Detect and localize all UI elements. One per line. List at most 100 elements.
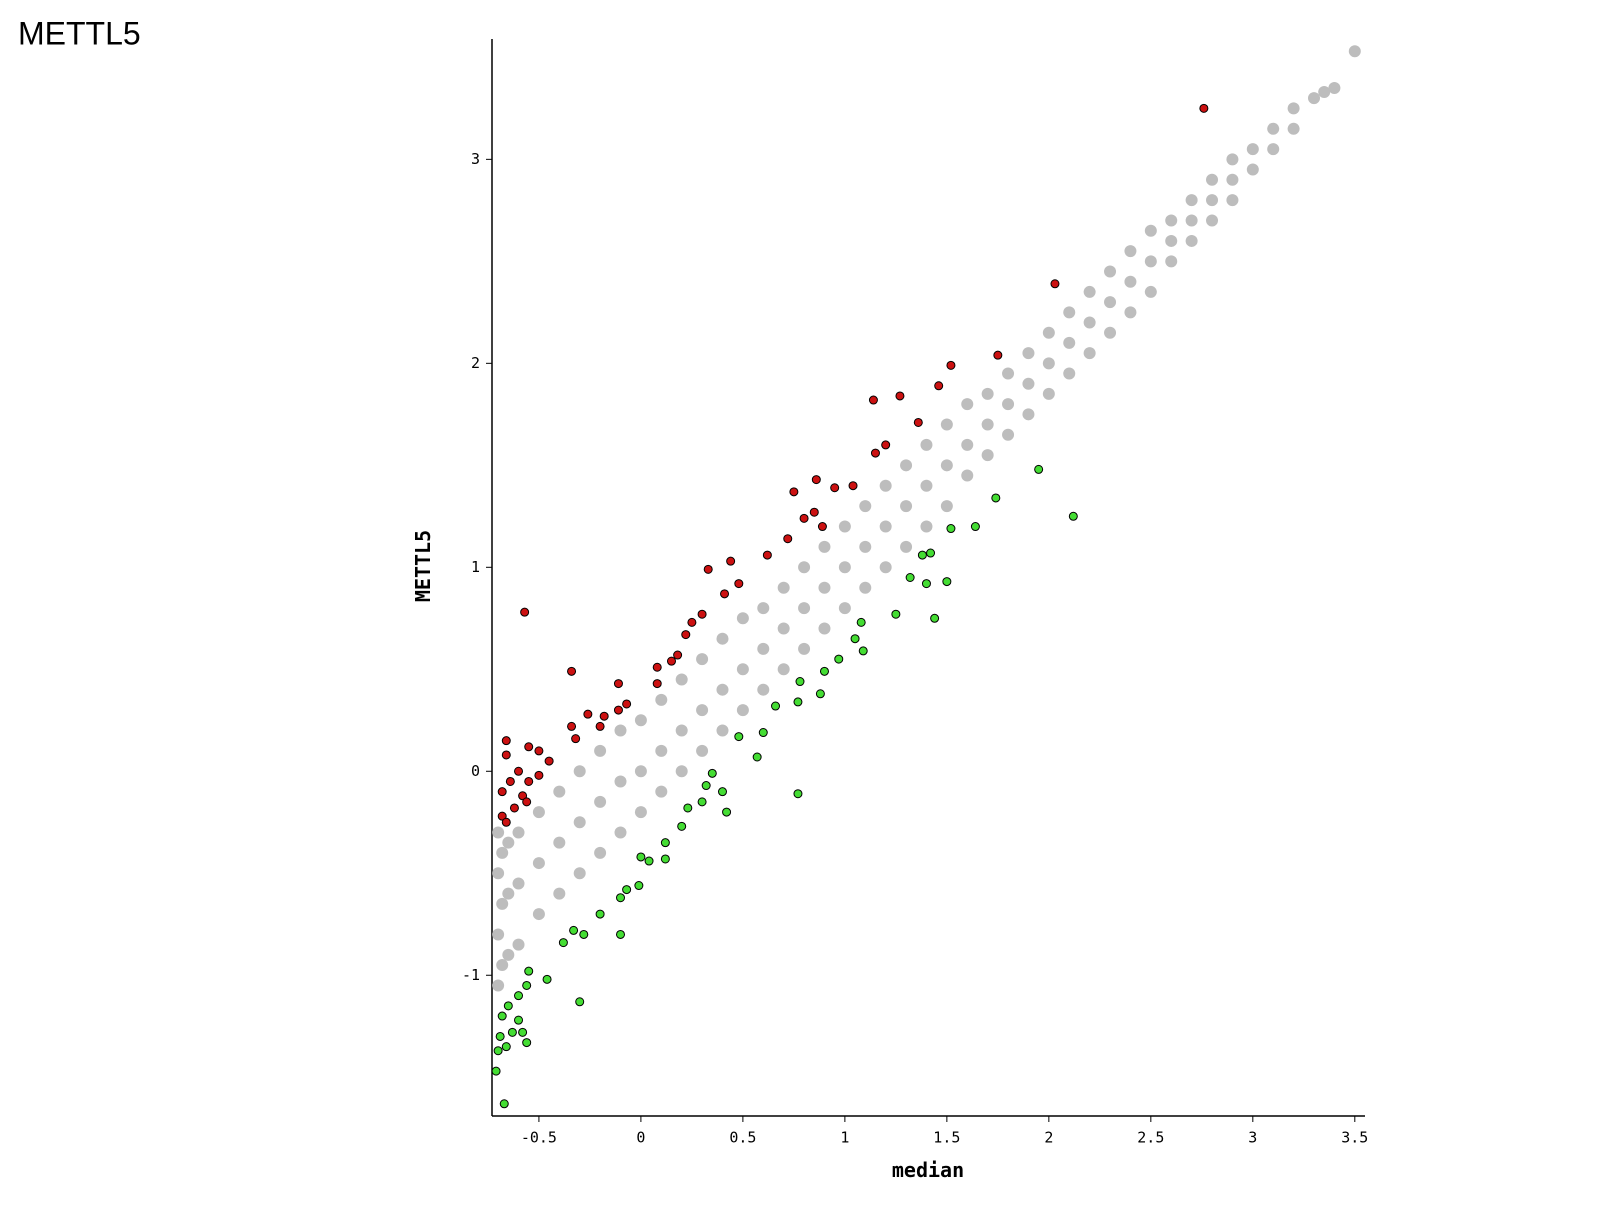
highlight-point [583, 709, 593, 719]
point [940, 459, 953, 472]
point [818, 622, 831, 635]
point [1185, 214, 1198, 227]
point [1206, 173, 1219, 186]
point [696, 744, 709, 757]
point [492, 867, 505, 880]
highlight-point [634, 881, 644, 891]
highlight-point [870, 448, 880, 458]
highlight-point [703, 564, 713, 574]
point [573, 816, 586, 829]
point [502, 887, 515, 900]
highlight-point [834, 654, 844, 664]
point [675, 765, 688, 778]
highlight-point [993, 350, 1003, 360]
highlight-point [534, 770, 544, 780]
highlight-point [544, 756, 554, 766]
point [1104, 326, 1117, 339]
point [1318, 86, 1331, 99]
highlight-point [660, 854, 670, 864]
highlight-point [497, 811, 507, 821]
point [1002, 428, 1015, 441]
highlight-point [946, 360, 956, 370]
point [879, 520, 892, 533]
point [777, 622, 790, 635]
point [859, 500, 872, 513]
highlight-point [830, 483, 840, 493]
point [879, 479, 892, 492]
point [736, 704, 749, 717]
point [1185, 194, 1198, 207]
point [492, 979, 505, 992]
highlight-point [771, 701, 781, 711]
point [920, 438, 933, 451]
highlight-point [524, 966, 534, 976]
y-tick-label: -1 [462, 966, 480, 984]
highlight-point [514, 766, 524, 776]
point [1042, 326, 1055, 339]
highlight-point [795, 677, 805, 687]
highlight-point [575, 997, 585, 1007]
point [655, 744, 668, 757]
page-title: METTL5 [18, 15, 141, 51]
highlight-point [683, 803, 693, 813]
point [675, 673, 688, 686]
highlight-point [652, 679, 662, 689]
point [553, 785, 566, 798]
point [1002, 398, 1015, 411]
highlight-point [501, 736, 511, 746]
highlight-point [495, 1031, 505, 1041]
point [798, 561, 811, 574]
point [940, 418, 953, 431]
point [1144, 285, 1157, 298]
point [1165, 255, 1178, 268]
point [1226, 153, 1239, 166]
point [696, 653, 709, 666]
highlight-point [815, 689, 825, 699]
highlight-point [524, 742, 534, 752]
highlight-point [569, 925, 579, 935]
highlight-point [660, 838, 670, 848]
highlight-point [522, 980, 532, 990]
point [496, 897, 509, 910]
highlight-point [697, 609, 707, 619]
x-tick-label: 3.5 [1341, 1129, 1368, 1147]
highlight-point [942, 577, 952, 587]
point [696, 704, 709, 717]
highlight-point [734, 732, 744, 742]
point [1226, 173, 1239, 186]
x-tick-label: -0.5 [521, 1129, 557, 1147]
point [961, 469, 974, 482]
point [1267, 143, 1280, 156]
highlight-point [499, 1099, 509, 1109]
highlight-point [507, 1027, 517, 1037]
point [961, 438, 974, 451]
point [981, 418, 994, 431]
point [798, 602, 811, 615]
highlight-point [1034, 464, 1044, 474]
point [961, 398, 974, 411]
y-tick-label: 3 [471, 150, 480, 168]
point [859, 540, 872, 553]
point [1246, 143, 1259, 156]
highlight-point [697, 797, 707, 807]
point [940, 500, 953, 513]
point [502, 948, 515, 961]
highlight-point [868, 395, 878, 405]
highlight-point [534, 746, 544, 756]
point [981, 449, 994, 462]
point [492, 928, 505, 941]
highlight-point [595, 721, 605, 731]
highlight-point [493, 1046, 503, 1056]
point [818, 581, 831, 594]
highlight-point [793, 697, 803, 707]
highlight-point [518, 1027, 528, 1037]
point [1083, 285, 1096, 298]
point [502, 836, 515, 849]
highlight-point [616, 893, 626, 903]
highlight-point [848, 481, 858, 491]
x-axis-title: median [892, 1158, 964, 1182]
point [1002, 367, 1015, 380]
point [634, 806, 647, 819]
highlight-point [858, 646, 868, 656]
